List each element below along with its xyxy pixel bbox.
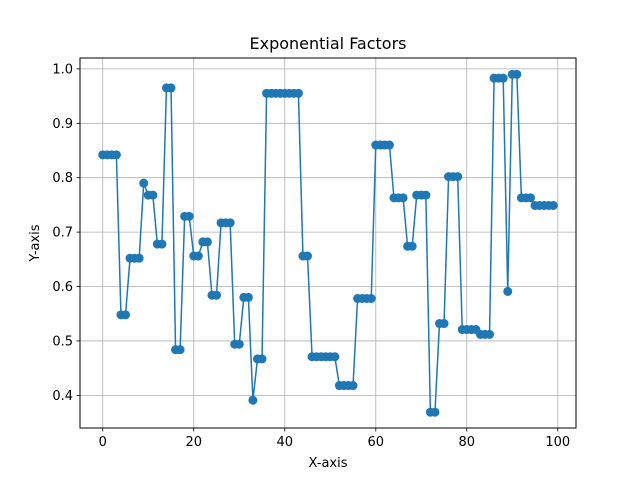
data-point: [303, 251, 313, 261]
data-point: [175, 345, 185, 355]
data-point: [548, 200, 558, 210]
data-point: [234, 339, 244, 349]
data-point: [121, 310, 131, 320]
data-point: [193, 251, 203, 261]
data-point: [166, 83, 176, 93]
data-point: [498, 73, 508, 83]
data-point: [257, 354, 267, 364]
data-point: [398, 193, 408, 203]
y-axis-ticks: 0.4 0.5 0.6 0.7 0.8 0.9 1.0: [52, 62, 80, 404]
data-point: [525, 193, 535, 203]
data-point: [439, 319, 449, 329]
data-point: [330, 352, 340, 362]
data-point: [453, 172, 463, 182]
x-tick-label: 40: [276, 435, 293, 450]
y-tick-label: 0.8: [52, 171, 73, 186]
x-tick-label: 80: [459, 435, 476, 450]
series-line-group: [98, 69, 558, 417]
y-tick-label: 0.5: [52, 334, 73, 349]
data-point: [430, 407, 440, 417]
x-tick-label: 20: [185, 435, 202, 450]
data-point: [503, 286, 513, 296]
data-point: [134, 253, 144, 263]
data-point: [148, 190, 158, 200]
y-axis-label: Y-axis: [28, 224, 43, 262]
data-point: [157, 239, 167, 249]
data-point: [111, 150, 121, 160]
y-tick-label: 0.4: [52, 389, 73, 404]
x-tick-label: 100: [545, 435, 570, 450]
data-point: [512, 69, 522, 79]
data-point: [421, 190, 431, 200]
data-point: [293, 88, 303, 98]
data-point: [348, 381, 358, 391]
data-point: [184, 211, 194, 221]
data-point: [243, 292, 253, 302]
y-tick-label: 0.9: [52, 117, 73, 132]
x-axis-label: X-axis: [309, 456, 348, 471]
chart-title: Exponential Factors: [249, 34, 406, 53]
data-point: [384, 140, 394, 150]
data-point: [202, 237, 212, 247]
data-point: [407, 241, 417, 251]
data-point: [366, 294, 376, 303]
x-tick-label: 0: [99, 435, 107, 450]
y-tick-label: 0.6: [52, 280, 73, 295]
x-tick-label: 60: [368, 435, 385, 450]
plot-frame: [79, 57, 577, 429]
data-point: [139, 178, 149, 188]
y-tick-label: 0.7: [52, 226, 73, 241]
x-axis-ticks: 0 20 40 60 80 100: [99, 428, 570, 450]
data-point: [485, 329, 495, 339]
data-point: [248, 395, 258, 405]
data-point: [212, 290, 222, 300]
data-point: [225, 218, 235, 228]
y-tick-label: 1.0: [52, 62, 73, 77]
grid-lines: [80, 58, 576, 428]
